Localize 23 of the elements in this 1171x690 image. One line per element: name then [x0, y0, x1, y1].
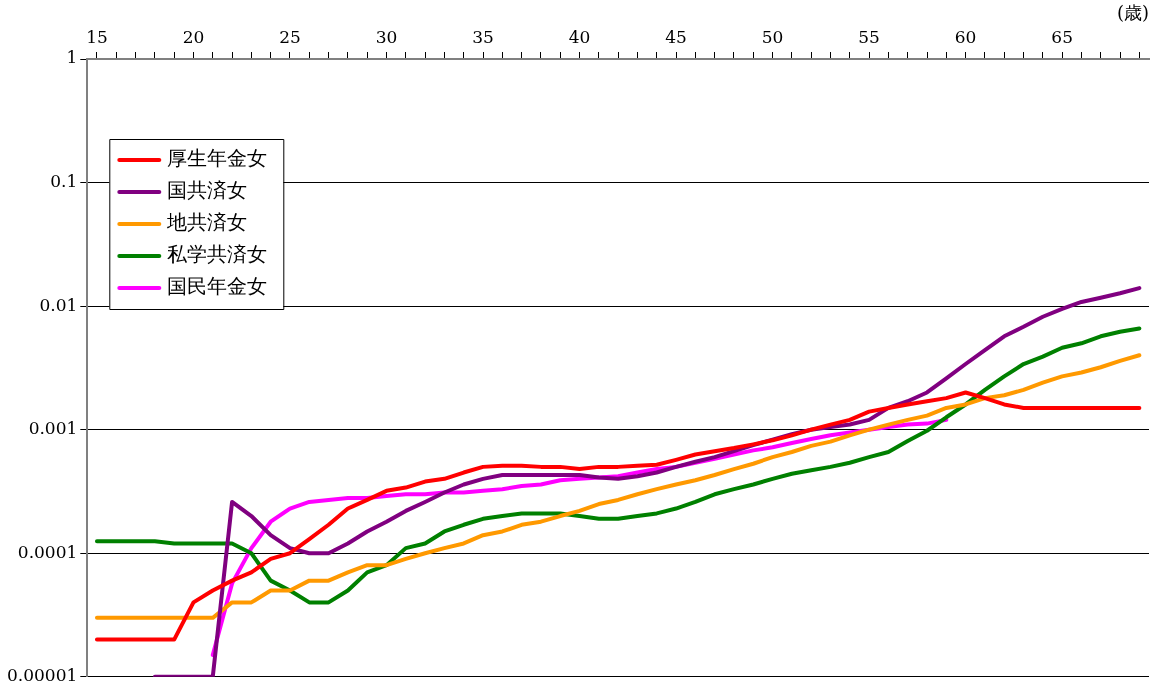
- x-tick-label: 55: [858, 27, 880, 48]
- y-tick-label: 1: [66, 47, 78, 68]
- y-tick-label: 0.0001: [17, 541, 78, 562]
- legend-label: 地共済女: [166, 210, 248, 235]
- y-tick-label: 0.01: [39, 294, 78, 315]
- x-tick-label: 35: [472, 27, 494, 48]
- y-tick-label: 0.001: [28, 418, 78, 439]
- x-tick-label: 25: [279, 27, 301, 48]
- y-tick-label: 0.1: [50, 170, 78, 191]
- x-axis-title: (歳): [1116, 2, 1149, 24]
- legend-label: 厚生年金女: [167, 146, 268, 171]
- x-tick-label: 65: [1051, 27, 1073, 48]
- x-tick-label: 45: [665, 27, 687, 48]
- x-tick-label: 40: [568, 27, 591, 48]
- x-tick-label: 60: [954, 27, 977, 48]
- legend-label: 私学共済女: [167, 242, 268, 267]
- x-tick-label: 50: [761, 27, 784, 48]
- x-tick-label: 30: [375, 27, 398, 48]
- y-tick-label: 0.00001: [6, 665, 78, 686]
- legend-label: 国共済女: [167, 178, 248, 203]
- x-tick-label: 15: [86, 27, 108, 48]
- x-tick-label: 20: [182, 27, 205, 48]
- legend-label: 国民年金女: [167, 274, 268, 299]
